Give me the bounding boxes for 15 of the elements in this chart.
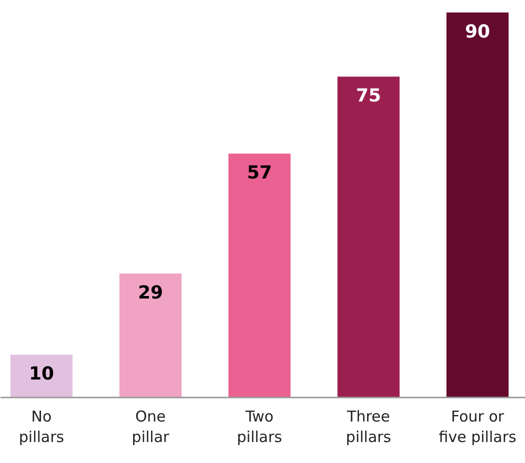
x-tick-label: Three pillars — [346, 408, 392, 446]
bar — [337, 76, 400, 398]
x-tick-label: Two pillars — [236, 408, 282, 446]
x-tick-label: No pillars — [18, 408, 64, 446]
data-label: 75 — [356, 86, 382, 107]
data-label: 10 — [28, 364, 54, 385]
data-label: 29 — [138, 282, 164, 304]
bar — [10, 354, 73, 398]
data-label: 90 — [465, 22, 490, 42]
x-tick-label: One pillar — [132, 408, 170, 446]
bar — [446, 12, 509, 398]
data-label: 57 — [246, 162, 272, 184]
bar — [119, 273, 182, 398]
bar — [228, 154, 291, 398]
x-tick-label: Four or five pillars — [438, 408, 516, 446]
